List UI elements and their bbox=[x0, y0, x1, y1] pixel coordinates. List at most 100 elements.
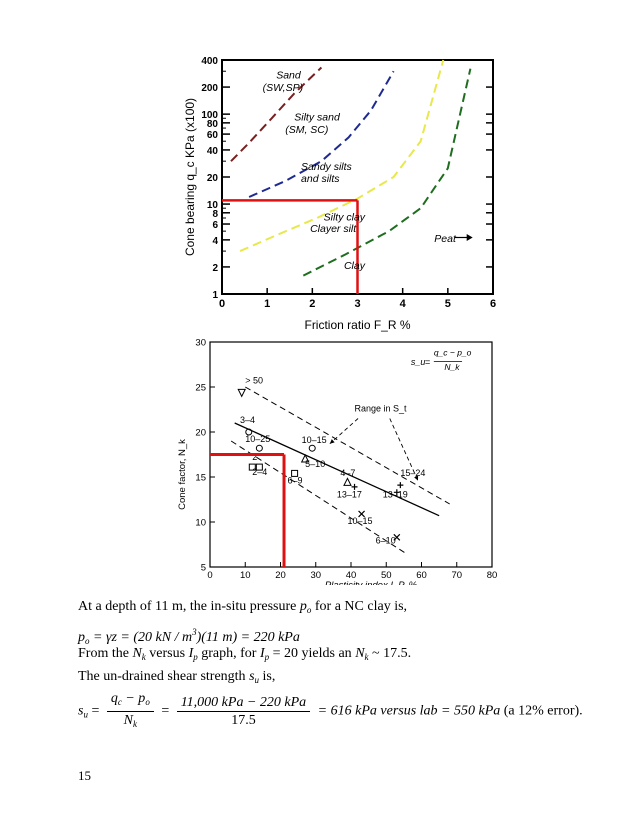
data-point-square bbox=[255, 463, 263, 471]
range-arrow bbox=[389, 418, 419, 481]
y-tick-label: 6 bbox=[212, 220, 218, 231]
y-axis-label: Cone bearing q_c KPa (x100) bbox=[183, 98, 197, 256]
x-axis-label: Friction ratio F_R % bbox=[304, 318, 410, 332]
data-point-square bbox=[248, 463, 256, 471]
cone-factor-chart: 5 10 15 20 25 30 0 10 20 30 40 50 60 70 80 Plasticity i… bbox=[177, 338, 498, 586]
y-tick-label: 10 bbox=[207, 200, 219, 211]
region-label: Silty sand bbox=[294, 111, 341, 123]
x-tick-label: 6 bbox=[490, 298, 496, 310]
x-tick-label: 60 bbox=[416, 570, 427, 581]
region-label: and silts bbox=[301, 173, 340, 185]
region-label: (SM, SC) bbox=[285, 124, 328, 136]
point-label: 13–17 bbox=[337, 490, 362, 500]
text-line-4: The un-drained shear strength su is, bbox=[78, 669, 276, 685]
y-tick-label: 2 bbox=[212, 263, 218, 274]
equation-fraction-symbolic: qc − po Nk bbox=[106, 690, 154, 733]
data-point-cross bbox=[393, 533, 401, 541]
point-label: 3–4 bbox=[240, 415, 255, 425]
x-tick-label: 70 bbox=[451, 570, 462, 581]
y-tick-label: 80 bbox=[207, 119, 219, 130]
point-label: 2 bbox=[252, 452, 257, 462]
x-tick-label: 0 bbox=[207, 570, 212, 581]
region-label: Silty clay bbox=[324, 211, 366, 223]
range-arrowhead bbox=[414, 475, 419, 481]
text-line-5-equation: su = qc − po Nk = 11,000 kPa − 220 kPa 1… bbox=[78, 690, 583, 733]
x-tick-label: 10 bbox=[240, 570, 251, 581]
data-point-tri-up bbox=[300, 453, 310, 463]
point-label: 15–24 bbox=[400, 468, 425, 478]
peat-arrowhead bbox=[466, 233, 473, 241]
x-tick-label: 50 bbox=[381, 570, 392, 581]
boundary-line-1 bbox=[230, 66, 323, 162]
x-tick-label: 40 bbox=[346, 570, 357, 581]
data-point-tri-down bbox=[237, 388, 247, 398]
y-axis-label: Cone factor, N_k bbox=[177, 439, 188, 510]
data-point-tri-up bbox=[343, 477, 352, 486]
region-label: (SW,SP) bbox=[263, 82, 303, 94]
y-tick-label: 20 bbox=[207, 173, 219, 184]
point-label: > 50 bbox=[245, 375, 263, 385]
data-point-cross bbox=[358, 510, 365, 518]
range-arrow bbox=[329, 418, 359, 445]
y-tick-label: 100 bbox=[201, 110, 218, 121]
region-label: Clayer silt bbox=[310, 223, 357, 235]
equation-eq: = bbox=[425, 357, 430, 367]
point-label: 10–15 bbox=[347, 516, 372, 526]
x-tick-label: 5 bbox=[445, 298, 451, 310]
point-label: 6–9 bbox=[288, 475, 303, 485]
y-tick-label: 8 bbox=[212, 209, 218, 220]
point-label: 10–25 bbox=[245, 434, 270, 444]
x-axis-label: Plasticity index I_P, % bbox=[325, 580, 418, 585]
x-tick-label: 20 bbox=[275, 570, 286, 581]
y-tick-label: 20 bbox=[195, 428, 206, 439]
point-label: 4–7 bbox=[340, 468, 355, 478]
data-point-plus bbox=[351, 483, 358, 490]
region-label: Peat bbox=[434, 233, 457, 245]
y-tick-label: 15 bbox=[195, 473, 206, 484]
y-tick-label: 25 bbox=[195, 383, 206, 394]
text-line-3: From the Nk versus Ip graph, for Ip = 20… bbox=[78, 646, 412, 662]
y-tick-label: 5 bbox=[201, 563, 206, 574]
data-point-circle bbox=[255, 444, 263, 452]
point-label: 2–4 bbox=[252, 467, 267, 477]
x-tick-label: 2 bbox=[309, 298, 315, 310]
boundary-line-2 bbox=[248, 70, 395, 198]
region-label: Sandy silts bbox=[301, 161, 353, 173]
region-label: Clay bbox=[344, 260, 366, 272]
x-tick-label: 1 bbox=[264, 298, 270, 310]
point-label: 10–15 bbox=[302, 435, 327, 445]
y-tick-label: 1 bbox=[212, 290, 218, 301]
x-tick-label: 80 bbox=[487, 570, 498, 581]
text-line-2: po = γz = (20 kN / m3)(11 m) = 220 kPa bbox=[78, 627, 300, 646]
equation-numerator: q_c − p_o bbox=[434, 348, 472, 358]
range-bound-line bbox=[230, 440, 408, 555]
range-arrowhead bbox=[329, 439, 335, 444]
y-tick-label: 4 bbox=[212, 236, 218, 247]
equation-fraction-numeric: 11,000 kPa − 220 kPa 17.5 bbox=[176, 694, 311, 729]
data-point-square bbox=[291, 469, 299, 477]
point-label: 6–10 bbox=[376, 536, 396, 546]
equation-denominator: N_k bbox=[444, 362, 460, 372]
trend-line bbox=[234, 422, 440, 517]
y-tick-label: 200 bbox=[201, 83, 218, 94]
y-tick-label: 60 bbox=[207, 130, 219, 141]
legend-note: Range in S_t bbox=[355, 403, 408, 413]
x-tick-label: 0 bbox=[219, 298, 225, 310]
x-tick-label: 3 bbox=[354, 298, 360, 310]
point-label: 5–10 bbox=[305, 459, 325, 469]
text-line-1: At a depth of 11 m, the in-situ pressure… bbox=[78, 599, 408, 615]
boundary-line-3 bbox=[239, 59, 445, 253]
x-tick-label: 4 bbox=[400, 298, 407, 310]
boundary-line-4 bbox=[302, 68, 472, 277]
x-tick-label: 30 bbox=[310, 570, 321, 581]
region-label: Sand bbox=[276, 69, 302, 81]
data-point-plus bbox=[397, 482, 404, 489]
equation-lhs: s_u bbox=[411, 357, 426, 367]
data-point-circle bbox=[245, 428, 253, 436]
y-tick-label: 10 bbox=[195, 518, 206, 529]
y-tick-label: 30 bbox=[195, 338, 206, 349]
y-tick-label: 40 bbox=[207, 146, 219, 157]
data-point-plus bbox=[393, 489, 400, 496]
page-number: 15 bbox=[78, 768, 91, 783]
